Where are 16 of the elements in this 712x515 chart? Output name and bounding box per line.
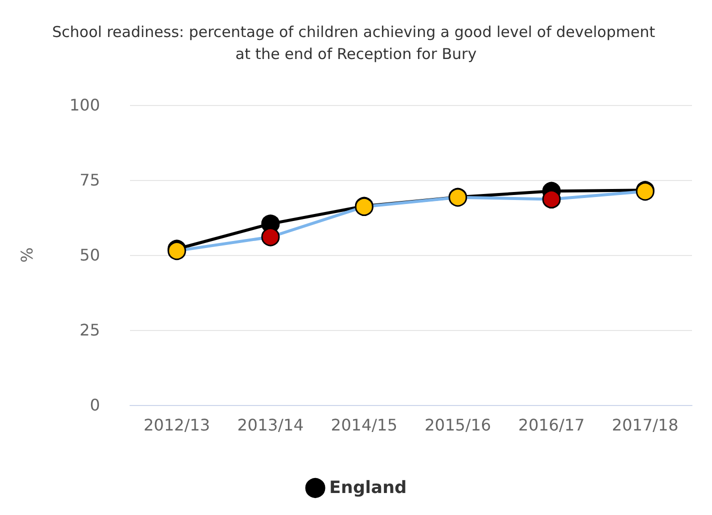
y-tick-label: 100 xyxy=(69,96,100,114)
y-axis-title: % xyxy=(18,247,36,263)
x-tick-label: 2016/17 xyxy=(518,416,585,434)
y-tick-label: 25 xyxy=(80,320,100,340)
x-tick-label: 2014/15 xyxy=(330,416,398,434)
point xyxy=(261,228,280,246)
y-tick-label: 50 xyxy=(80,246,100,264)
y-tick-label: 75 xyxy=(80,170,100,190)
legend-label: England xyxy=(329,478,407,498)
x-tick-label: 2017/18 xyxy=(612,416,678,434)
y-tick-label: 0 xyxy=(90,396,100,414)
x-tick-label: 2012/13 xyxy=(144,416,210,434)
x-tick-label: 2013/14 xyxy=(237,416,304,434)
chart-title: School readiness: percentage of children achieving a good level of development at the end of Reception for Bury xyxy=(52,23,660,63)
x-tick-label: 2015/16 xyxy=(424,416,492,434)
point xyxy=(542,190,561,208)
